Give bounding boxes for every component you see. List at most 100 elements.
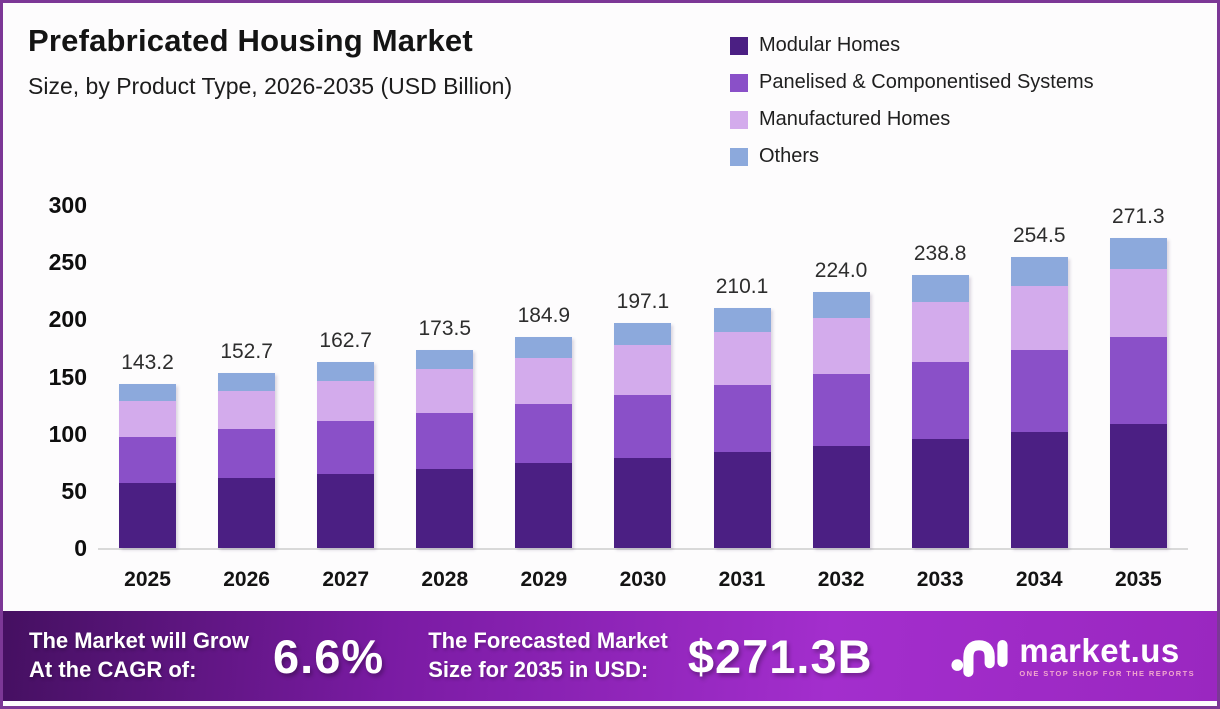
brand-name: market.us [1019,632,1180,670]
bar-stack [416,349,474,548]
bar-total-label: 210.1 [715,274,769,298]
legend-item-0: Modular Homes [730,34,1094,57]
bar-column-2029: 184.9 [515,303,573,548]
bar-segment-others [416,349,474,370]
bar-column-2025: 143.2 [119,351,177,548]
bar-segment-others [614,322,672,346]
bar-segment-modular-homes [515,463,573,548]
legend-item-3: Others [730,145,1094,168]
x-tick-label: 2035 [1114,568,1162,591]
bar-segment-others [317,362,375,381]
bar-column-2031: 210.1 [713,274,771,548]
bar-segment-panelised-componentised-systems [1109,337,1167,424]
bar-segment-manufactured-homes [713,331,771,385]
bar-column-2026: 152.7 [218,340,276,548]
bar-stack [1010,257,1068,548]
bar-segment-panelised-componentised-systems [812,373,870,446]
x-tick-label: 2032 [817,568,865,591]
x-tick-label: 2030 [619,568,667,591]
x-tick-label: 2033 [916,568,964,591]
bar-stack [812,291,870,548]
brand-tagline: ONE STOP SHOP FOR THE REPORTS [1019,669,1195,679]
legend-item-2: Manufactured Homes [730,108,1094,131]
legend-swatch-icon [730,147,748,166]
bar-stack [218,373,276,548]
bar-column-2034: 254.5 [1010,224,1068,548]
bar-segment-panelised-componentised-systems [614,394,672,458]
page-subtitle: Size, by Product Type, 2026-2035 (USD Bi… [28,73,513,99]
legend-label: Panelised & Componentised Systems [759,71,1094,93]
bar-segment-modular-homes [218,478,276,548]
bar-segment-modular-homes [911,438,969,548]
x-tick-label: 2031 [718,568,766,591]
bar-segment-manufactured-homes [614,345,672,395]
bar-segment-manufactured-homes [911,302,969,363]
bar-segment-others [1109,237,1167,269]
bar-segment-panelised-componentised-systems [515,404,573,464]
bar-segment-modular-homes [416,468,474,548]
bar-segment-others [119,384,177,401]
market-us-logo-icon [951,630,1009,682]
bar-stack [515,336,573,548]
bar-segment-manufactured-homes [218,390,276,430]
bar-segment-panelised-componentised-systems [416,413,474,469]
y-tick-label: 50 [61,477,87,504]
x-tick-label: 2029 [520,568,568,591]
bar-stack [317,362,375,548]
bar-segment-others [713,307,771,332]
bar-segment-others [218,373,276,391]
bar-total-label: 238.8 [913,242,967,265]
bar-segment-panelised-componentised-systems [911,362,969,439]
bar-total-label: 271.3 [1112,204,1165,228]
forecast-value: $271.3B [687,629,873,683]
cagr-caption: The Market will Grow At the CAGR of: [29,628,250,682]
cagr-value: 6.6% [273,629,385,683]
plot-area: 143.2 152.7 162.7 173.5 184.9 197.1 210.1 224.0… [98,205,1188,550]
bar-total-label: 254.5 [1012,224,1066,248]
bar-column-2035: 271.3 [1109,204,1167,548]
forecast-caption: The Forecasted Market Size for 2035 in U… [428,628,668,682]
bar-column-2028: 173.5 [416,317,474,548]
bar-stack [713,307,771,548]
bar-stack [614,322,672,548]
bar-segment-panelised-componentised-systems [218,429,276,479]
x-tick-label: 2026 [223,568,270,591]
bar-segment-modular-homes [614,457,672,548]
bar-total-label: 197.1 [616,289,670,313]
bar-total-label: 152.7 [220,340,273,364]
x-tick-label: 2027 [322,568,370,591]
bar-column-2032: 224.0 [812,259,870,548]
bar-segment-modular-homes [1010,431,1068,548]
legend-swatch-icon [730,36,748,55]
legend-item-1: Panelised & Componentised Systems [730,71,1094,94]
bar-segment-manufactured-homes [515,357,573,405]
bar-segment-manufactured-homes [119,400,177,437]
bar-stack [119,384,177,548]
legend-swatch-icon [730,73,748,92]
y-tick-label: 100 [48,420,87,447]
bar-segment-manufactured-homes [1010,286,1068,351]
bar-segment-others [812,291,870,318]
x-tick-label: 2028 [421,568,469,591]
brand-text: market.us ONE STOP SHOP FOR THE REPORTS [1019,634,1195,678]
y-tick-label: 150 [48,363,87,390]
bar-segment-modular-homes [713,451,771,548]
bar-column-2030: 197.1 [614,289,672,548]
y-tick-label: 250 [48,249,87,276]
summary-banner: The Market will Grow At the CAGR of: 6.6… [3,611,1217,701]
bar-segment-modular-homes [119,482,177,548]
y-tick-label: 200 [48,306,87,333]
bar-total-label: 184.9 [517,303,571,327]
bar-segment-others [911,275,969,303]
bar-segment-modular-homes [812,445,870,548]
legend-label: Manufactured Homes [759,108,951,130]
bar-segment-modular-homes [1109,423,1167,548]
legend: Modular Homes Panelised & Componentised S… [730,34,1094,168]
bar-segment-manufactured-homes [1109,268,1167,338]
bar-segment-manufactured-homes [317,380,375,422]
bar-total-label: 143.2 [121,351,174,375]
bar-segment-panelised-componentised-systems [317,421,375,474]
bar-segment-panelised-componentised-systems [1010,350,1068,432]
bar-stack [1109,237,1167,548]
